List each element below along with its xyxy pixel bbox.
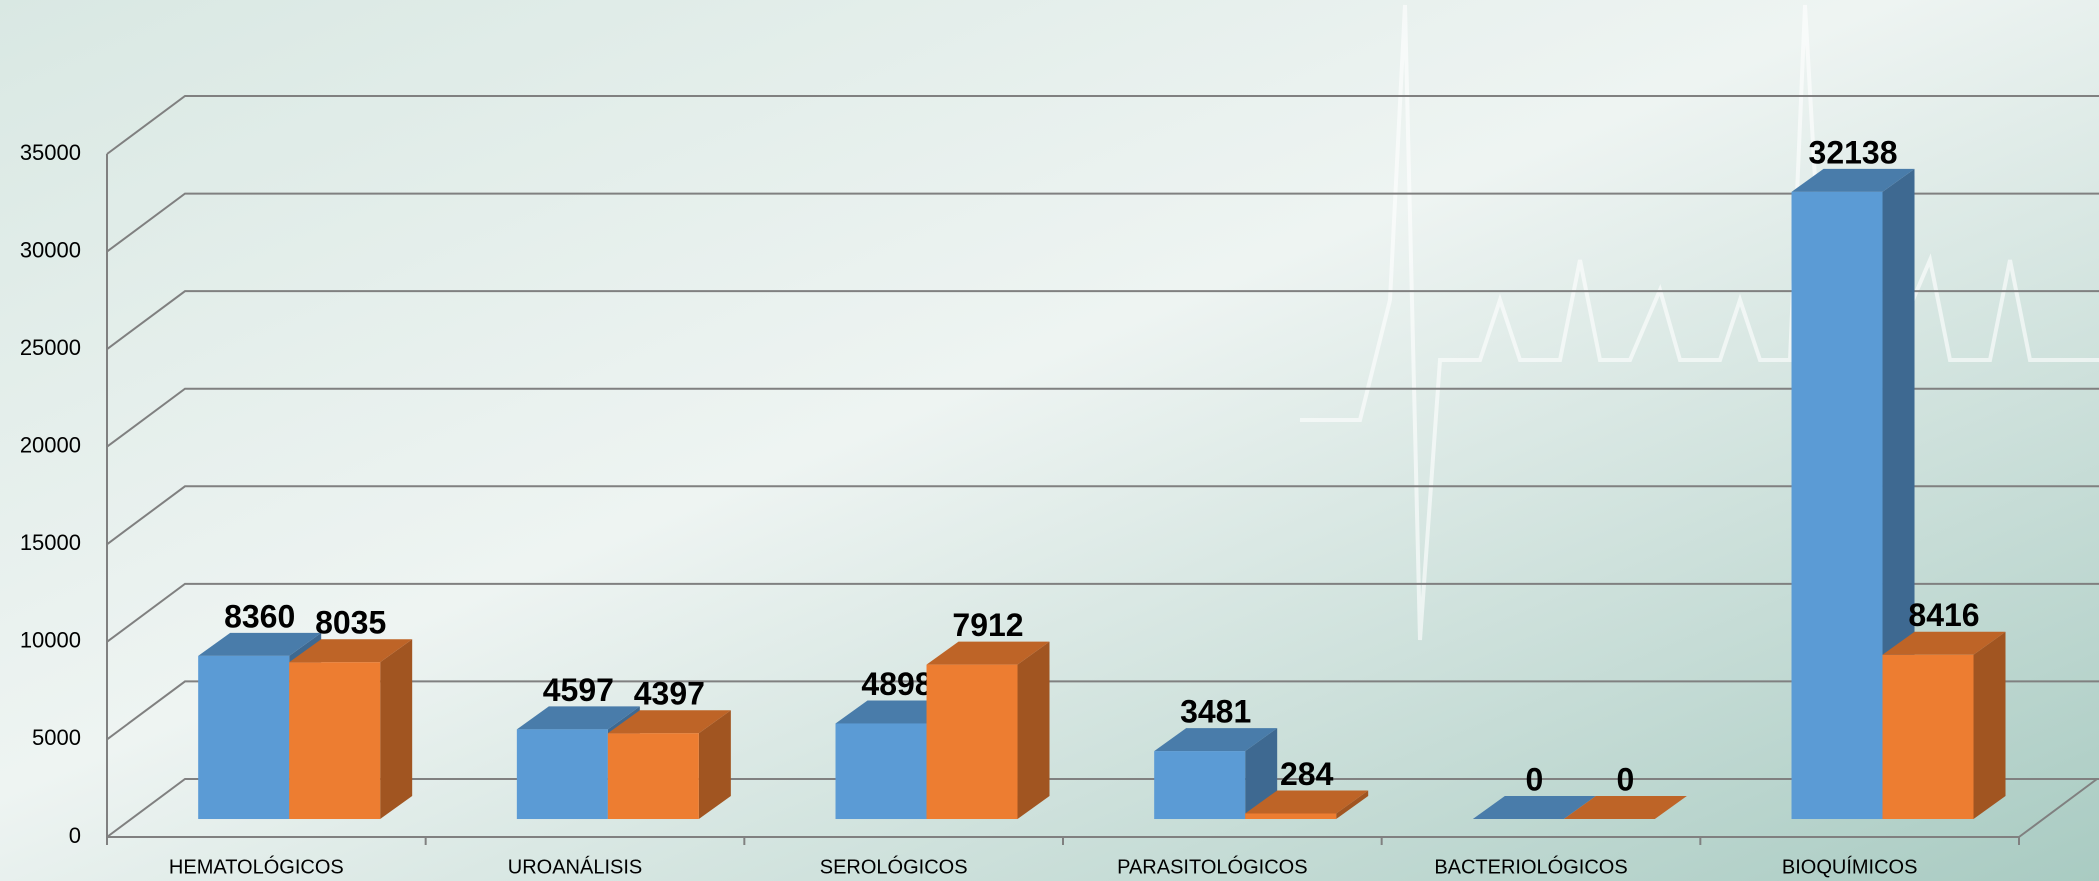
bar (516, 729, 608, 820)
value-label: 284 (1280, 756, 1334, 792)
value-label: 0 (1525, 761, 1543, 797)
x-tick-label: PARASITOLÓGICOS (1117, 855, 1307, 878)
value-label: 3481 (1180, 694, 1251, 730)
x-tick-label: SEROLÓGICOS (820, 855, 968, 878)
grid-line (106, 582, 2099, 643)
y-tick-label: 0 (69, 823, 81, 848)
bar-top (1245, 790, 1369, 814)
grid-line (106, 95, 2099, 155)
bar (1791, 191, 1883, 820)
bar-top (198, 632, 322, 656)
bar (835, 723, 927, 820)
bar (1154, 751, 1246, 820)
value-label: 8035 (315, 605, 386, 641)
bar-top (1154, 728, 1278, 752)
bar-top (1882, 631, 2006, 655)
value-label: 8360 (224, 598, 295, 634)
value-label: 4898 (861, 666, 932, 702)
bar (1245, 813, 1337, 820)
bar (198, 655, 290, 820)
decor-pulse (1300, 4, 2099, 641)
y-tick-label: 35000 (20, 140, 81, 165)
bar-side (380, 639, 413, 820)
grid-line (106, 387, 2099, 448)
bar (289, 662, 381, 820)
bar-side (698, 710, 731, 820)
value-label: 7912 (952, 607, 1023, 643)
floor-edge (2018, 778, 2098, 838)
bar (1882, 654, 1974, 820)
x-tick-label: BIOQUÍMICOS (1782, 855, 1918, 878)
y-tick-label: 10000 (20, 628, 81, 653)
bar-top (607, 710, 731, 734)
bar-top (1563, 796, 1687, 820)
x-tick-label: BACTERIOLÓGICOS (1434, 855, 1627, 878)
bar-top (926, 641, 1050, 665)
bar-top (1472, 796, 1596, 820)
grid-line (106, 290, 2099, 350)
grid-line (106, 778, 2099, 838)
plot: 0 5000 10000 15000 20000 25000 30000 35000 HEMAT… (20, 95, 2099, 878)
value-label: 0 (1616, 761, 1634, 797)
grid-line (106, 680, 2099, 741)
value-label: 4397 (634, 676, 705, 712)
bar-side (1336, 790, 1369, 820)
x-tick-label: HEMATOLÓGICOS (169, 855, 344, 878)
bar-side (1017, 641, 1050, 820)
y-tick-label: 30000 (20, 237, 81, 262)
bar-top (516, 706, 640, 730)
bar (607, 733, 699, 820)
x-tick-label: UROANÁLISIS (508, 855, 642, 878)
y-tick-label: 15000 (20, 530, 81, 555)
bar-side (1973, 631, 2006, 820)
value-label: 8416 (1908, 597, 1979, 633)
grid-line (106, 192, 2099, 253)
bar-top (1791, 168, 1915, 192)
grid-line (106, 485, 2099, 546)
bar-top (289, 639, 413, 663)
y-tick-label: 5000 (32, 725, 81, 750)
bar (926, 664, 1018, 820)
value-label: 32138 (1809, 134, 1898, 170)
y-tick-label: 25000 (20, 335, 81, 360)
y-tick-label: 20000 (20, 433, 81, 458)
value-label: 4597 (543, 672, 614, 708)
